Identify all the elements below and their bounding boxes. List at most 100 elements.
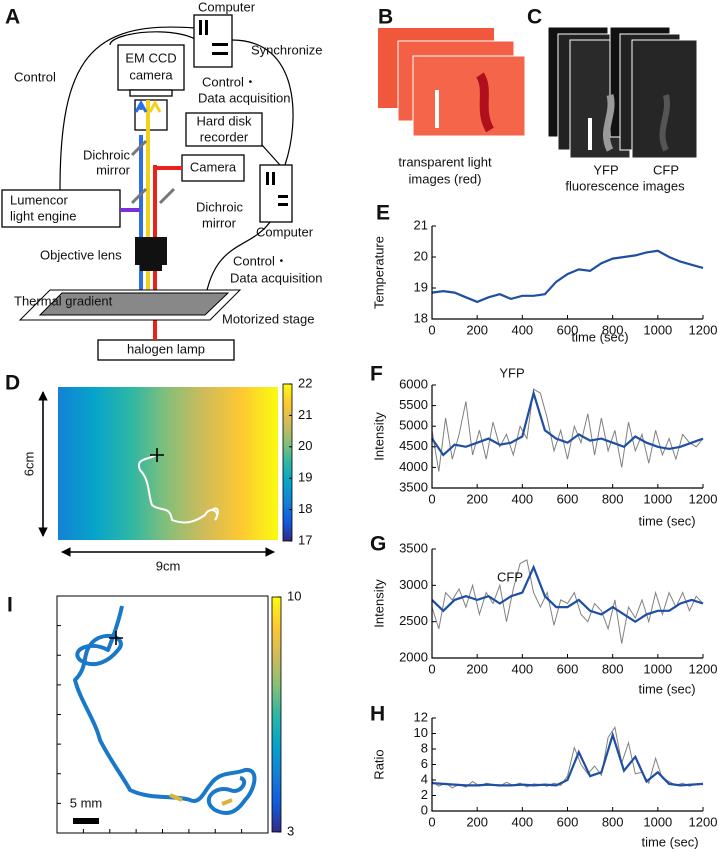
label: Synchronize	[251, 42, 323, 57]
y-tick-label: 2000	[399, 649, 428, 664]
x-tick-label: 200	[466, 661, 488, 676]
line-series	[431, 559, 704, 644]
label: Computer	[256, 224, 314, 239]
x-tick-label: 1000	[643, 814, 672, 829]
dimension-label: 6cm	[21, 452, 36, 477]
x-axis-label: time (sec)	[638, 513, 695, 528]
x-tick-label: 0	[428, 491, 435, 506]
y-tick-label: 6	[421, 756, 428, 771]
y-axis-label: Intensity	[371, 412, 386, 461]
x-tick-label: 0	[428, 322, 435, 337]
y-tick-label: 2	[421, 787, 428, 802]
line-series	[431, 389, 704, 457]
colorbar-tick-label: 21	[298, 407, 312, 422]
y-tick-label: 6000	[399, 376, 428, 391]
x-tick-label: 800	[602, 661, 624, 676]
trajectory	[73, 605, 257, 815]
y-axis-label: Ratio	[371, 749, 386, 779]
label: Control・	[233, 253, 288, 268]
panel-label: D	[5, 372, 20, 395]
colorbar-tick-label: 3	[287, 823, 294, 838]
panel-label: B	[378, 6, 393, 29]
setup-diagram	[1, 14, 294, 361]
y-tick-label: 3500	[399, 479, 428, 494]
chart-title: YFP	[499, 365, 524, 380]
label: Thermal gradient	[14, 293, 113, 308]
y-tick-label: 5000	[399, 418, 428, 433]
y-axis-label: Intensity	[371, 579, 386, 628]
channel-label: CFP	[653, 162, 679, 177]
caption: fluorescence images	[565, 178, 685, 193]
label: Computer	[198, 0, 256, 14]
label: Camera	[190, 159, 237, 174]
plot-frame	[56, 595, 269, 834]
x-tick-label: 400	[511, 322, 533, 337]
y-tick-label: 4	[421, 771, 428, 786]
panel-label: I	[7, 594, 13, 617]
label: Hard disk	[197, 113, 252, 128]
x-tick-label: 1000	[643, 661, 672, 676]
label: camera	[129, 67, 173, 82]
x-tick-label: 600	[557, 322, 579, 337]
label: recorder	[200, 129, 249, 144]
label: mirror	[96, 162, 131, 177]
x-tick-label: 800	[602, 322, 624, 337]
colorbar	[282, 383, 293, 542]
label: Control・	[202, 74, 257, 89]
x-tick-label: 1200	[689, 491, 718, 506]
line-series	[431, 731, 704, 787]
axis	[431, 718, 703, 812]
dimension-label: 9cm	[156, 558, 181, 573]
x-tick-label: 1000	[643, 491, 672, 506]
label: Dichroic	[196, 199, 243, 214]
chart-title: CFP	[497, 569, 523, 584]
line-series	[431, 249, 704, 304]
y-tick-label: 4500	[399, 438, 428, 453]
x-axis-label: time (sec)	[641, 834, 698, 849]
x-tick-label: 600	[557, 661, 579, 676]
channel-label: YFP	[593, 162, 618, 177]
label: mirror	[202, 215, 237, 230]
line-series	[431, 564, 704, 624]
y-tick-label: 12	[414, 709, 428, 724]
y-tick-label: 4000	[399, 459, 428, 474]
y-tick-label: 20	[414, 248, 428, 263]
y-tick-label: 10	[414, 725, 428, 740]
axis	[431, 385, 703, 489]
label: Lumencor	[10, 192, 68, 207]
label: Data acquisition	[230, 270, 323, 285]
colorbar-tick-label: 10	[287, 588, 301, 603]
colorbar-tick-label: 17	[298, 532, 312, 547]
highlight	[169, 793, 233, 806]
label: Motorized stage	[222, 311, 315, 326]
label: Control	[14, 69, 56, 84]
panel-label: G	[370, 533, 386, 556]
x-axis-label: time (sec)	[638, 681, 695, 696]
label: light engine	[10, 208, 77, 223]
scale-label: 5 mm	[70, 795, 103, 810]
x-tick-label: 1000	[643, 322, 672, 337]
x-axis-label: time (sec)	[571, 329, 628, 344]
start-marker	[109, 631, 123, 645]
x-tick-label: 1200	[689, 661, 718, 676]
x-tick-label: 400	[511, 491, 533, 506]
heatmap	[58, 387, 278, 540]
y-tick-label: 18	[414, 310, 428, 325]
start-marker	[150, 448, 164, 462]
label: Dichroic	[83, 147, 130, 162]
panel-label: H	[370, 703, 385, 726]
image-stack	[547, 26, 698, 159]
y-tick-label: 19	[414, 279, 428, 294]
x-tick-label: 1200	[689, 814, 718, 829]
caption: transparent light	[398, 154, 492, 169]
y-tick-label: 3500	[399, 540, 428, 555]
y-tick-label: 3000	[399, 577, 428, 592]
x-tick-label: 400	[511, 814, 533, 829]
y-tick-label: 2500	[399, 613, 428, 628]
label: EM CCD	[125, 50, 176, 65]
trajectory	[137, 454, 219, 524]
y-axis-label: Temperature	[371, 236, 386, 309]
y-tick-label: 8	[421, 740, 428, 755]
y-tick-label: 21	[414, 217, 428, 232]
